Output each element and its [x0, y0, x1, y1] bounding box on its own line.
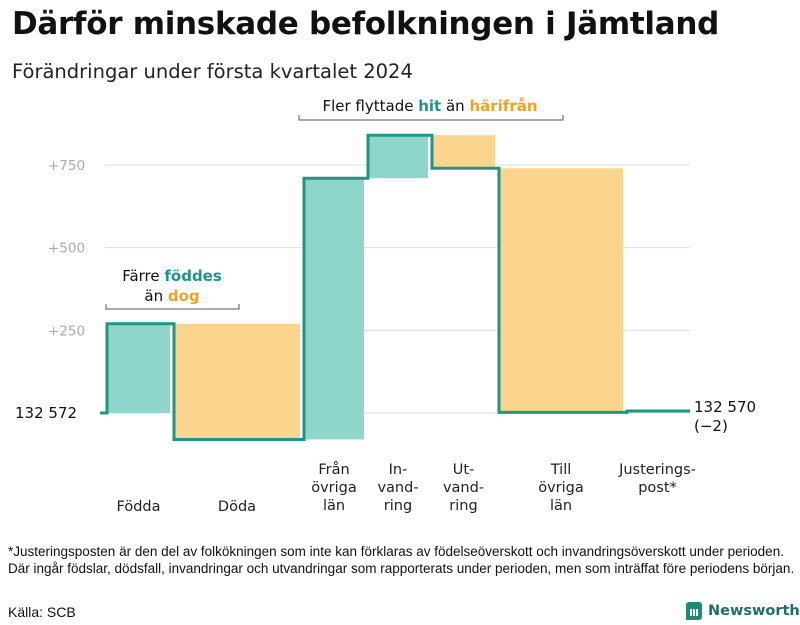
category-label: Ut-: [453, 462, 475, 478]
annotation-plain: än: [144, 287, 167, 305]
bar-outflow: [432, 135, 495, 169]
end-value-label: 132 570: [694, 398, 756, 416]
annotation-orange: härifrån: [469, 97, 537, 115]
chart-subtitle: Förändringar under första kvartalet 2024: [12, 60, 413, 83]
category-label: övriga: [311, 480, 357, 496]
category-label: Från: [318, 461, 349, 478]
chart-title: Därför minskade befolkningen i Jämtland: [12, 6, 719, 42]
y-tick-label: +250: [48, 323, 85, 339]
annotation-teal: föddes: [164, 267, 221, 285]
annotation-orange: dog: [168, 287, 200, 305]
category-label: ring: [449, 498, 477, 514]
annotation-teal: hit: [418, 97, 441, 115]
y-tick-label: +500: [48, 241, 85, 257]
bar-inflow: [368, 135, 428, 179]
end-value-label: (−2): [694, 417, 728, 435]
category-label: Justerings-: [618, 462, 696, 478]
newsworthy-logo-icon: [686, 602, 702, 620]
bar-inflow: [304, 178, 364, 440]
annotation-plain: Fler flyttade: [322, 97, 418, 115]
category-label: Till: [550, 462, 572, 478]
brand: Newsworthy: [686, 602, 800, 620]
waterfall-chart: +750 +500 +250 132 572 Födda Döda Från övriga l…: [15, 97, 756, 515]
start-value-label: 132 572: [15, 404, 77, 422]
annotation-plain: än: [441, 97, 469, 115]
footnote: *Justeringsposten är den del av folkökni…: [8, 544, 795, 576]
annotation-moves: Fler flyttade hit än härifrån: [322, 97, 537, 115]
category-label: In-: [389, 462, 408, 478]
source-label: Källa: SCB: [8, 604, 76, 620]
bar-outflow: [174, 323, 300, 440]
category-label: Födda: [117, 499, 161, 515]
annotation-plain: Färre: [122, 267, 164, 285]
annotation-bracket: [105, 304, 240, 310]
annotation-births-line1: Färre föddes: [122, 267, 222, 285]
category-label: vand-: [443, 480, 484, 496]
y-tick-label: +750: [48, 158, 85, 174]
bar-outflow: [499, 168, 623, 413]
annotation-bracket: [298, 115, 564, 121]
category-label: övriga: [538, 480, 584, 496]
bar-inflow: [107, 323, 170, 413]
category-label: Döda: [218, 499, 256, 515]
category-label: ring: [384, 498, 412, 514]
annotation-births-line2: än dog: [144, 287, 199, 305]
step-line: [100, 133, 690, 441]
category-label: län: [323, 498, 345, 514]
category-label: vand-: [377, 480, 418, 496]
brand-name: Newsworthy: [708, 603, 800, 619]
category-label: län: [550, 498, 572, 514]
category-label: post*: [638, 480, 677, 496]
